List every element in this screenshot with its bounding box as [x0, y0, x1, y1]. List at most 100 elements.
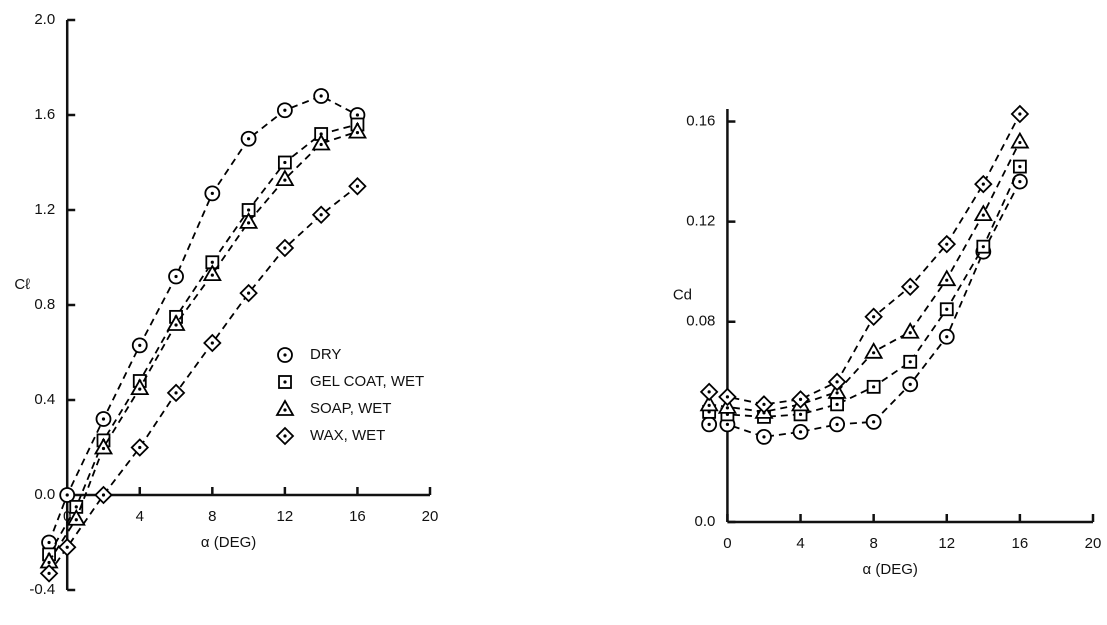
legend-marker	[275, 426, 295, 446]
x-tick-label: 12	[277, 508, 294, 525]
series-line	[709, 166, 1021, 418]
marker-dot	[174, 323, 178, 327]
data-point	[756, 428, 772, 445]
y-tick-label: 0.0	[695, 513, 716, 530]
y-tick-label: 1.2	[34, 201, 55, 218]
marker-dot	[65, 545, 69, 549]
x-tick-label: 4	[796, 535, 804, 552]
marker-dot	[762, 402, 766, 406]
legend-marker	[278, 375, 292, 389]
data-point	[699, 394, 719, 412]
x-tick-label: 4	[136, 508, 144, 525]
data-point	[93, 437, 114, 455]
marker-dot	[283, 108, 287, 112]
data-point	[95, 411, 112, 427]
marker-dot	[798, 397, 803, 401]
series-line	[48, 123, 358, 555]
data-point	[130, 438, 150, 457]
marker-dot	[47, 571, 51, 575]
data-point	[239, 283, 258, 303]
marker-shape	[699, 394, 719, 412]
legend-label: WAX, WET	[310, 427, 385, 444]
data-point	[1012, 159, 1027, 174]
data-point	[1011, 173, 1028, 190]
legend-label: GEL COAT, WET	[310, 373, 424, 390]
marker-shape	[275, 399, 295, 416]
marker-dot	[283, 434, 287, 438]
data-point	[903, 354, 918, 369]
marker-dot	[725, 422, 730, 426]
data-point	[130, 378, 150, 396]
data-point	[204, 185, 221, 202]
marker-dot	[908, 285, 912, 289]
data-point	[864, 341, 884, 359]
marker-dot	[74, 518, 78, 522]
data-point	[976, 239, 991, 254]
data-point	[937, 269, 957, 287]
data-point	[900, 277, 920, 296]
marker-dot	[872, 420, 876, 424]
data-point	[827, 372, 847, 392]
x-tick-label: 20	[422, 508, 439, 525]
marker-dot	[174, 274, 178, 279]
data-point	[864, 307, 883, 327]
series-line	[48, 130, 358, 562]
data-point	[276, 102, 293, 119]
marker-dot	[355, 113, 360, 117]
data-point	[902, 376, 919, 393]
marker-dot	[872, 385, 876, 389]
series-line	[48, 185, 358, 574]
marker-shape	[130, 378, 150, 396]
marker-dot	[101, 493, 106, 497]
marker-dot	[283, 178, 287, 182]
y-tick-label: 0.16	[686, 112, 715, 129]
marker-dot	[981, 245, 985, 249]
marker-dot	[725, 395, 730, 399]
y-axis-label: Cd	[673, 286, 692, 303]
data-point	[791, 390, 810, 409]
x-tick-label: 12	[938, 535, 955, 552]
y-tick-label: 0.8	[34, 296, 55, 313]
y-tick-label: 2.0	[34, 11, 55, 28]
marker-dot	[798, 412, 803, 416]
data-point	[311, 205, 331, 225]
data-point	[39, 564, 59, 583]
marker-dot	[355, 184, 360, 188]
marker-dot	[835, 391, 839, 395]
marker-dot	[908, 331, 912, 335]
marker-dot	[1018, 140, 1022, 145]
y-tick-label: -0.4	[29, 581, 55, 598]
marker-dot	[1018, 164, 1022, 169]
data-point	[829, 416, 845, 433]
marker-dot	[138, 343, 142, 347]
data-point	[277, 155, 292, 170]
data-point	[168, 268, 184, 285]
marker-dot	[835, 380, 839, 384]
data-point	[718, 387, 737, 407]
marker-shape	[66, 508, 86, 526]
marker-dot	[74, 505, 78, 509]
marker-dot	[707, 390, 711, 394]
marker-shape	[347, 121, 367, 139]
marker-shape	[973, 204, 993, 222]
legend-label: DRY	[310, 346, 341, 363]
series-line	[709, 141, 1021, 413]
x-tick-label: 16	[1012, 535, 1029, 552]
y-axis-label: Cℓ	[14, 276, 30, 293]
data-point	[94, 485, 113, 505]
marker-dot	[210, 273, 214, 277]
marker-shape	[239, 212, 259, 229]
marker-dot	[908, 382, 912, 386]
marker-dot	[283, 246, 287, 250]
marker-shape	[864, 341, 884, 359]
data-point	[203, 333, 222, 353]
marker-dot	[47, 540, 51, 545]
data-point	[754, 395, 774, 414]
marker-dot	[210, 191, 214, 195]
marker-dot	[283, 160, 287, 165]
marker-dot	[101, 417, 106, 421]
x-tick-label: 20	[1085, 535, 1102, 552]
data-point	[239, 212, 259, 229]
data-point	[313, 88, 330, 104]
data-point	[701, 416, 718, 433]
